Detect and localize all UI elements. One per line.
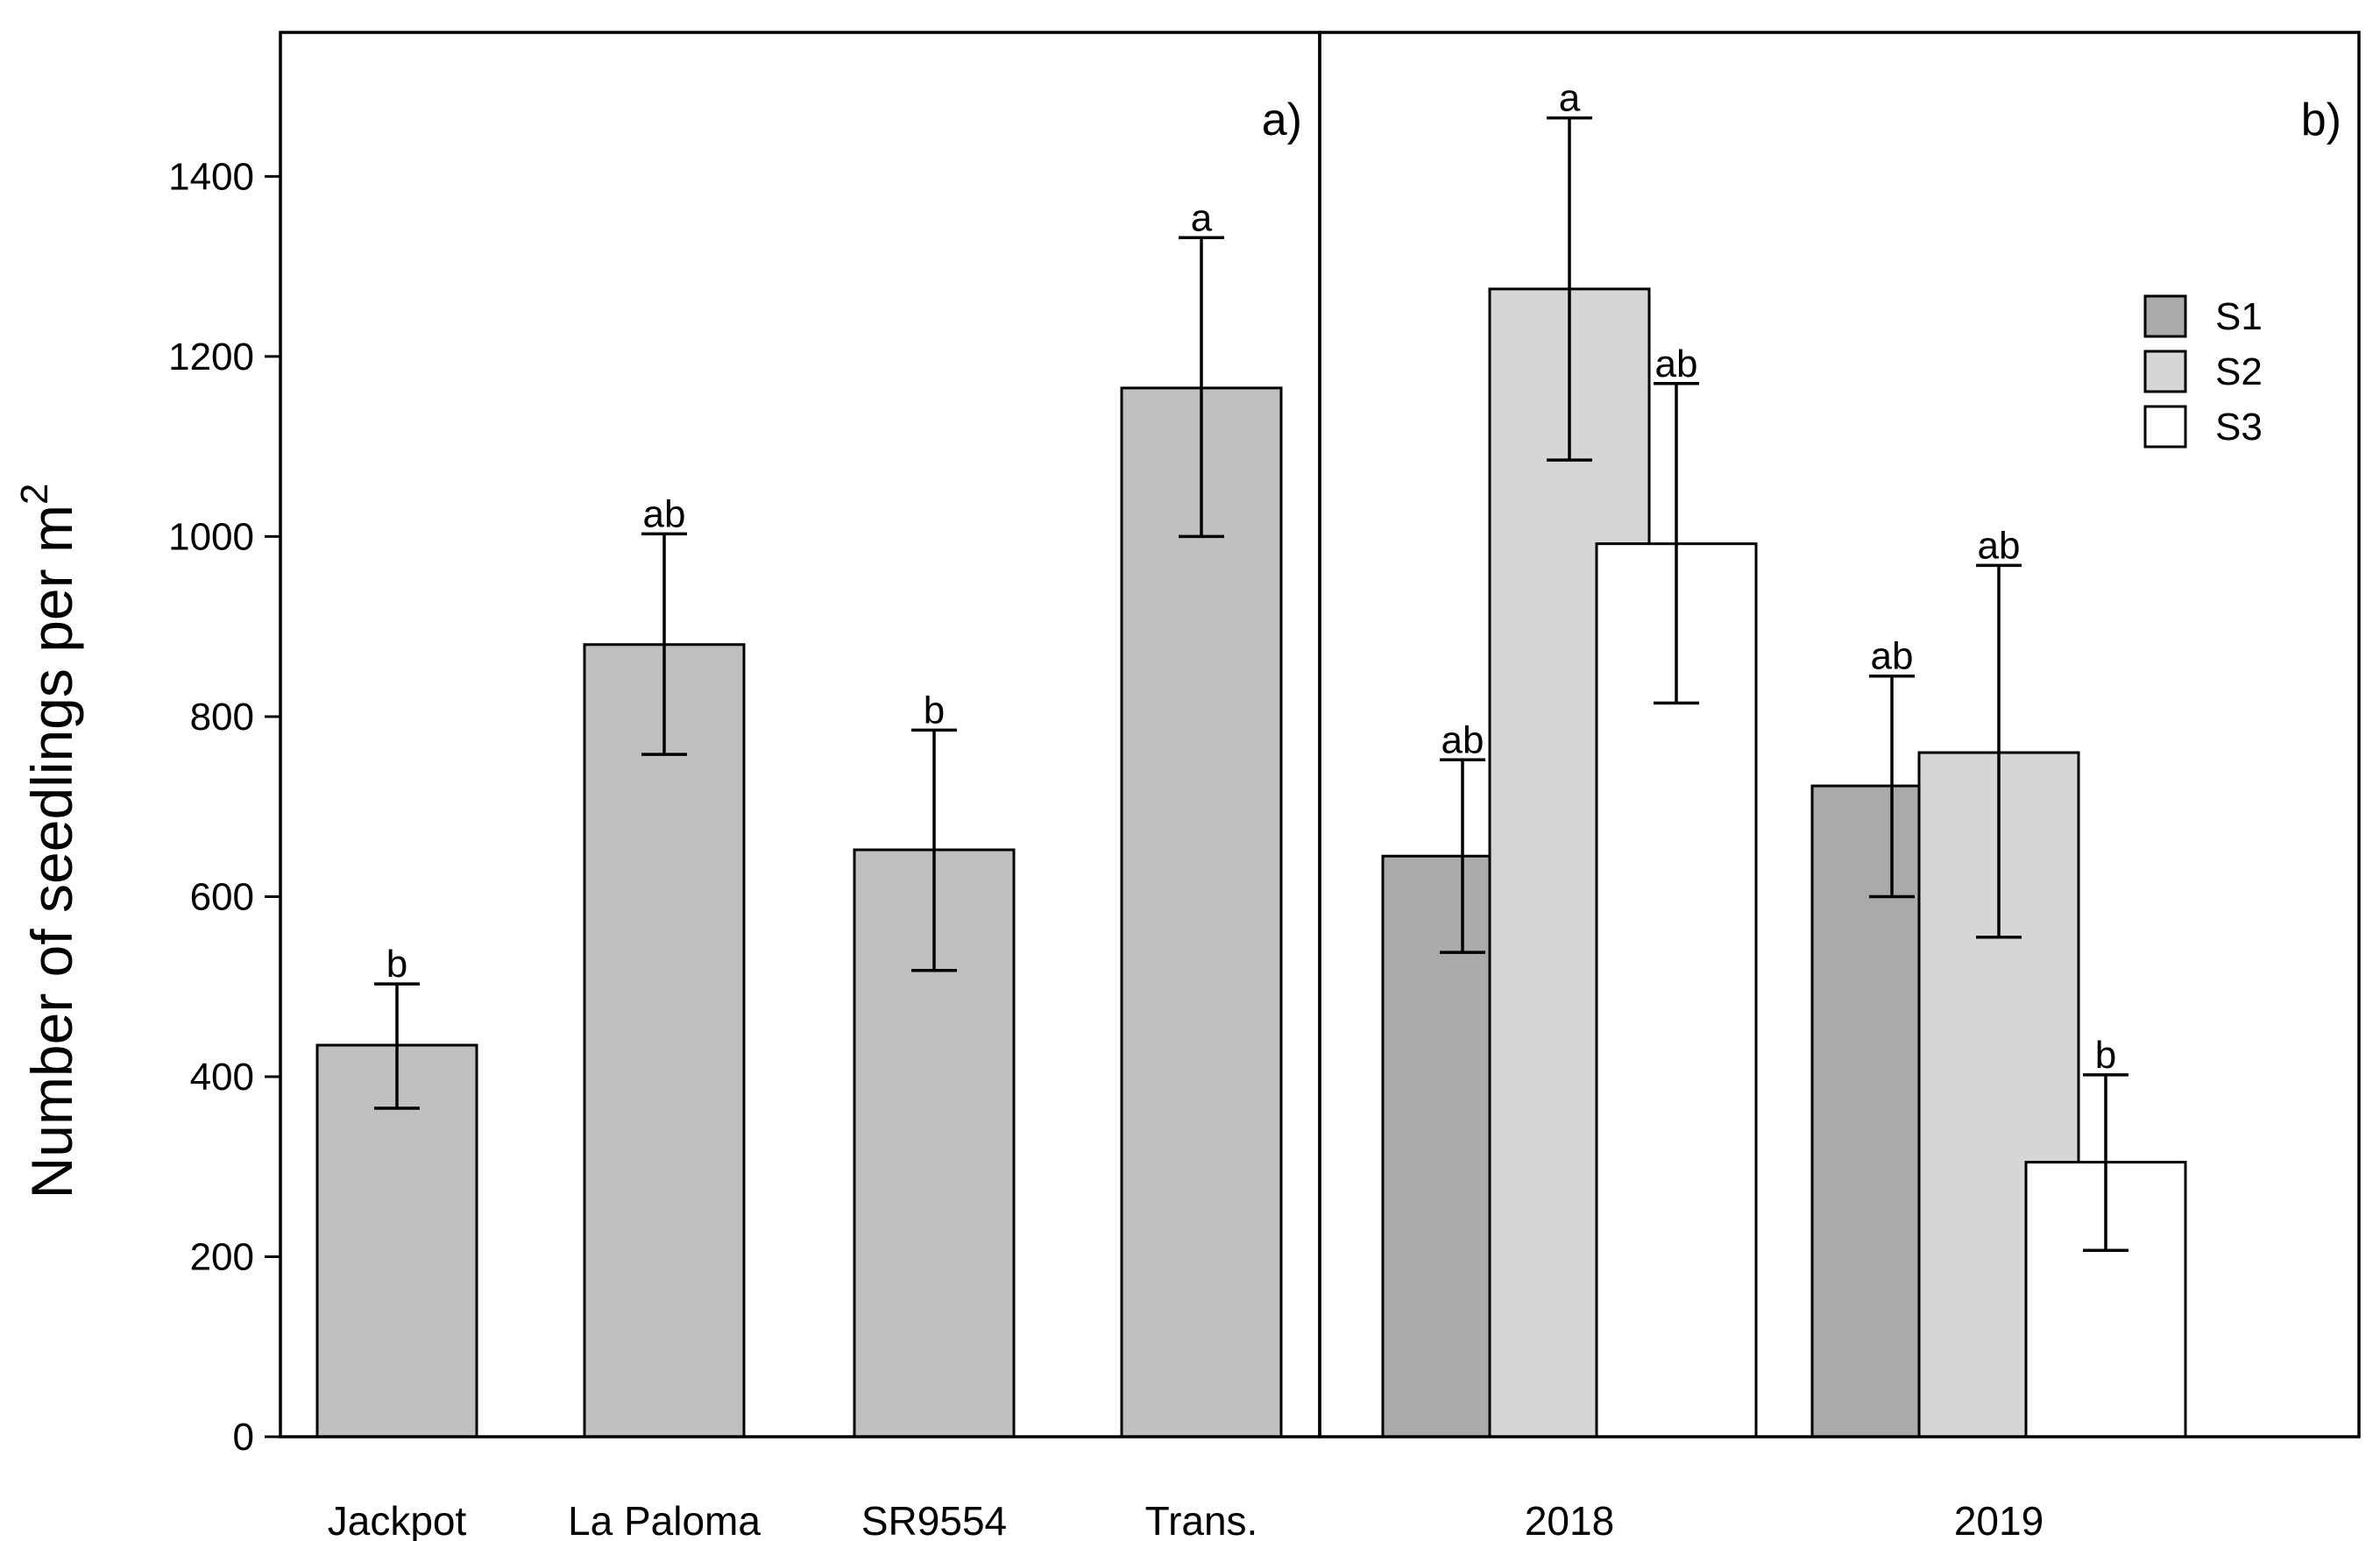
y-axis-title: Number of seedlings per m2 (13, 484, 84, 1199)
x-category-label: Jackpot (328, 1498, 467, 1541)
y-tick-label: 800 (190, 696, 254, 739)
significance-letter: ab (1978, 524, 2021, 567)
y-axis-title-text: Number of seedlings per m (19, 505, 84, 1198)
significance-letter: ab (1655, 343, 1698, 385)
significance-letter: ab (1441, 718, 1484, 761)
x-category-label: Trans. (1145, 1498, 1258, 1541)
legend-label: S2 (2215, 350, 2263, 393)
legend-swatch (2143, 294, 2187, 338)
y-tick-label: 600 (190, 875, 254, 918)
y-tick-label: 1000 (168, 515, 254, 558)
legend: S1 S2 S3 (2143, 294, 2263, 449)
x-category-label: La Paloma (568, 1498, 761, 1541)
y-tick-label: 400 (190, 1056, 254, 1099)
significance-letter: ab (1871, 635, 1914, 678)
significance-letter: b (386, 943, 407, 986)
bar (583, 643, 746, 1439)
y-tick-label: 1400 (168, 155, 254, 198)
significance-letters: b ab b a ab ab a ab ab b (386, 77, 2116, 1077)
legend-label: S1 (2215, 295, 2263, 338)
error-bars (374, 116, 2129, 1253)
y-tick-label: 200 (190, 1235, 254, 1278)
y-axis: 0 200 400 600 800 1000 1200 1400 (168, 155, 280, 1459)
panel-label: a) (1262, 95, 1302, 145)
y-tick-label: 1200 (168, 336, 254, 378)
significance-letter: b (2095, 1034, 2116, 1077)
panel-frames: a) b) (279, 31, 2361, 1439)
legend-label: S3 (2215, 406, 2263, 449)
significance-letter: a (1191, 196, 1213, 239)
significance-letter: b (924, 689, 945, 732)
legend-swatch (2143, 405, 2187, 449)
x-category-label: SR9554 (861, 1498, 1007, 1541)
x-category-label: 2018 (1525, 1498, 1614, 1541)
x-axis-labels: Jackpot La Paloma SR9554 Trans. 2018 2019 (328, 1498, 2044, 1541)
panel-frame (1318, 31, 2361, 1439)
bar (1120, 386, 1283, 1439)
x-category-label: 2019 (1954, 1498, 2044, 1541)
legend-swatch (2143, 350, 2187, 393)
significance-letter: a (1559, 77, 1581, 120)
y-axis-title-superscript: 2 (13, 484, 56, 505)
significance-letter: ab (643, 492, 686, 535)
panel-label: b) (2301, 95, 2341, 145)
bars (315, 287, 2187, 1439)
y-tick-label: 0 (233, 1416, 254, 1459)
bar (315, 1043, 478, 1439)
